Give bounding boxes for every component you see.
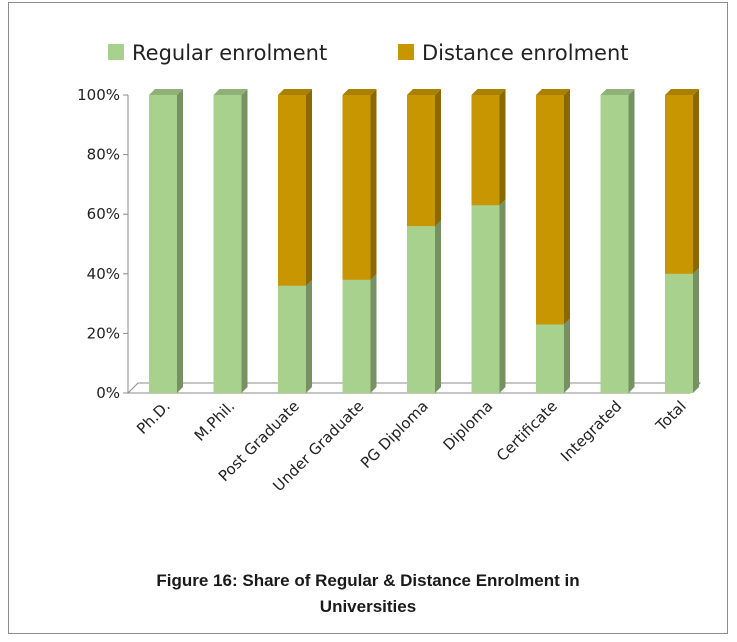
bar-front	[665, 273, 693, 393]
bar-side	[370, 89, 377, 280]
bar-segment-1-6	[536, 89, 570, 325]
bar-side	[628, 89, 635, 393]
legend-swatch-0	[108, 44, 124, 60]
bar-segment-0-8	[665, 267, 699, 393]
y-tick-label: 20%	[87, 324, 120, 342]
bar-segment-0-6	[536, 318, 570, 393]
bar-side	[499, 89, 506, 206]
y-tick-label: 0%	[96, 384, 120, 402]
legend-label-1: Distance enrolment	[422, 41, 629, 65]
x-category-label: M.Phil.	[191, 397, 239, 445]
bar-front	[278, 285, 306, 393]
caption-line-1: Figure 16: Share of Regular & Distance E…	[156, 571, 580, 590]
bar-segment-0-2	[278, 279, 312, 393]
bar-side	[564, 318, 570, 393]
bar-side	[306, 279, 312, 393]
bar-front	[471, 205, 500, 393]
bar-side	[306, 89, 312, 286]
bar-segment-0-3	[342, 273, 377, 393]
bar-segment-0-0	[149, 89, 183, 393]
bar-side	[177, 89, 183, 393]
bar-front	[536, 324, 564, 393]
bar-side	[564, 89, 570, 325]
bar-front	[471, 95, 500, 206]
bar-front	[407, 226, 435, 393]
bar-top	[149, 89, 183, 95]
bar-side	[370, 273, 377, 393]
bar-top	[407, 89, 441, 95]
y-tick-label: 40%	[87, 265, 120, 283]
bar-top	[536, 89, 570, 95]
bar-front	[600, 95, 629, 393]
bar-side	[241, 89, 248, 393]
bar-side	[435, 89, 441, 227]
bar-front	[213, 95, 242, 393]
bar-front	[342, 95, 371, 280]
bar-segment-0-1	[213, 89, 248, 393]
bar-segment-1-3	[342, 89, 377, 280]
x-category-label: PG Diploma	[357, 397, 432, 472]
figure-caption: Figure 16: Share of Regular & Distance E…	[8, 568, 728, 620]
bar-side	[693, 267, 699, 393]
legend-swatch-1	[398, 44, 414, 60]
bar-segment-1-8	[665, 89, 699, 274]
legend-label-0: Regular enrolment	[132, 41, 327, 65]
bar-top	[213, 89, 248, 95]
y-tick-label: 100%	[77, 86, 120, 104]
x-category-label: Diploma	[439, 397, 496, 454]
bars	[149, 89, 699, 393]
bar-side	[435, 220, 441, 393]
x-category-label: Integrated	[557, 397, 625, 465]
bar-segment-1-5	[471, 89, 506, 206]
x-category-label: Certificate	[493, 397, 561, 465]
bar-side	[499, 199, 506, 393]
legend: Regular enrolment Distance enrolment	[108, 41, 629, 65]
bar-front	[278, 95, 306, 286]
bar-front	[536, 95, 564, 325]
x-category-label: Total	[652, 397, 690, 435]
bar-front	[149, 95, 177, 393]
bar-front	[665, 95, 693, 274]
x-category-label: Ph.D.	[133, 397, 174, 438]
bar-segment-0-4	[407, 220, 441, 393]
bar-front	[342, 279, 371, 393]
bar-top	[278, 89, 312, 95]
bar-side	[693, 89, 699, 274]
bar-top	[342, 89, 377, 95]
caption-line-2: Universities	[319, 597, 417, 616]
bar-segment-0-7	[600, 89, 635, 393]
bar-top	[600, 89, 635, 95]
y-tick-label: 60%	[87, 205, 120, 223]
bar-top	[665, 89, 699, 95]
bar-front	[407, 95, 435, 227]
bar-segment-1-4	[407, 89, 441, 227]
y-tick-label: 80%	[87, 146, 120, 164]
bar-segment-0-5	[471, 199, 506, 393]
bar-segment-1-2	[278, 89, 312, 286]
bar-top	[471, 89, 506, 95]
